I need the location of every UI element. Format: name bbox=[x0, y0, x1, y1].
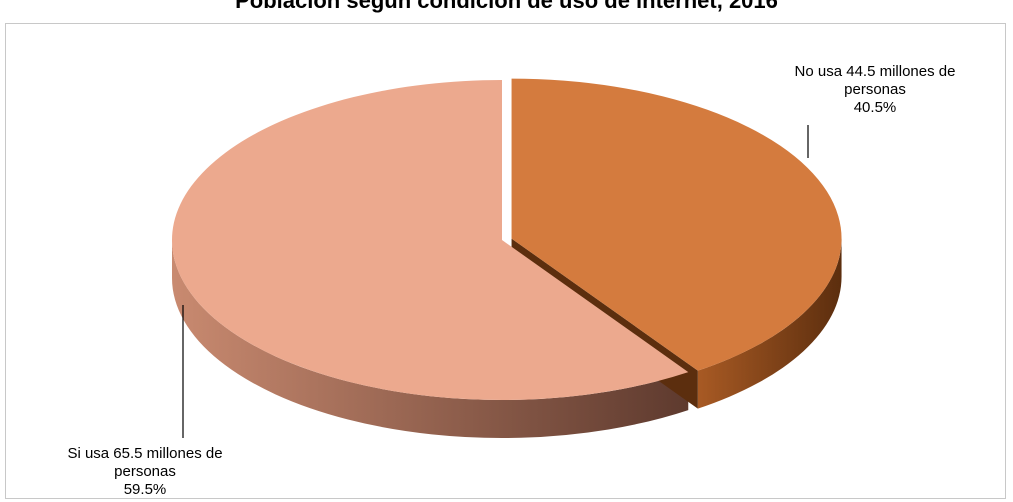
slice-label-si-usa-line2: personas bbox=[114, 463, 176, 480]
pie-slice-side-si-usa bbox=[172, 240, 689, 438]
pie-slice-si-usa bbox=[171, 80, 689, 400]
chart-title: Población según condición de uso de inte… bbox=[235, 0, 778, 13]
pie-slice-side-no-usa bbox=[697, 238, 842, 409]
slice-label-si-usa: Si usa 65.5 millones de personas 59.5% bbox=[40, 445, 250, 499]
slice-label-no-usa-line2: personas bbox=[844, 81, 906, 98]
slice-label-no-usa-percent: 40.5% bbox=[853, 99, 897, 116]
slice-label-no-usa: No usa 44.5 millones de personas 40.5% bbox=[770, 63, 980, 117]
slice-label-si-usa-line1: Si usa 65.5 millones de bbox=[67, 445, 223, 462]
pie-slice-no-usa bbox=[511, 78, 842, 371]
slice-label-no-usa-line1: No usa 44.5 millones de bbox=[794, 63, 956, 80]
slice-label-si-usa-percent: 59.5% bbox=[123, 481, 167, 498]
